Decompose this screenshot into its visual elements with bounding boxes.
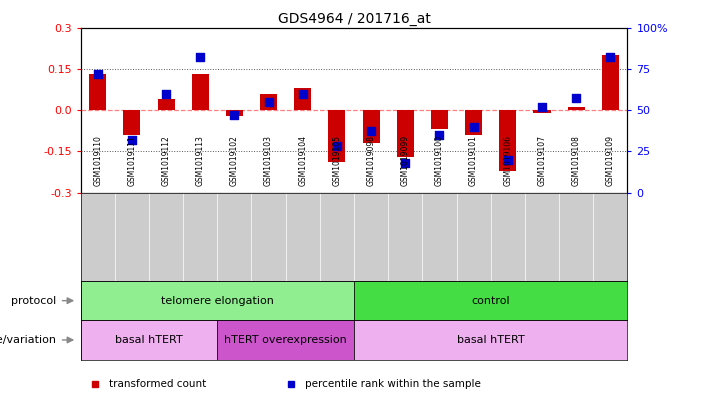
Point — [126, 137, 137, 143]
Bar — [191, 74, 209, 110]
Point — [332, 143, 343, 149]
Point — [502, 156, 513, 163]
Bar — [328, 110, 346, 162]
Text: basal hTERT: basal hTERT — [457, 335, 524, 345]
Bar — [294, 88, 311, 110]
Bar — [217, 320, 354, 360]
Bar — [533, 110, 550, 113]
Point — [400, 160, 411, 166]
Bar — [354, 281, 627, 320]
Text: transformed count: transformed count — [109, 379, 206, 389]
Bar — [81, 281, 354, 320]
Title: GDS4964 / 201716_at: GDS4964 / 201716_at — [278, 13, 430, 26]
Point — [365, 129, 376, 135]
Point — [195, 54, 206, 61]
Point — [434, 132, 445, 138]
Bar — [89, 74, 107, 110]
Point — [536, 104, 547, 110]
Bar — [354, 320, 627, 360]
Point — [468, 123, 479, 130]
Text: basal hTERT: basal hTERT — [115, 335, 183, 345]
Point — [571, 95, 582, 102]
Bar — [81, 320, 217, 360]
Bar — [226, 110, 243, 116]
Point — [605, 54, 616, 61]
Bar — [431, 110, 448, 129]
Text: hTERT overexpression: hTERT overexpression — [224, 335, 347, 345]
Text: percentile rank within the sample: percentile rank within the sample — [305, 379, 481, 389]
Bar — [260, 94, 277, 110]
Text: control: control — [471, 296, 510, 306]
Point — [92, 71, 103, 77]
Bar — [123, 110, 140, 135]
Point — [161, 90, 172, 97]
Bar — [601, 55, 619, 110]
Point — [263, 99, 274, 105]
Bar — [499, 110, 517, 171]
Text: genotype/variation: genotype/variation — [0, 335, 56, 345]
Bar — [568, 107, 585, 110]
Bar — [362, 110, 380, 143]
Text: telomere elongation: telomere elongation — [161, 296, 274, 306]
Text: protocol: protocol — [11, 296, 56, 306]
Bar — [465, 110, 482, 135]
Point — [229, 112, 240, 118]
Point — [297, 90, 308, 97]
Bar — [158, 99, 175, 110]
Bar — [397, 110, 414, 157]
